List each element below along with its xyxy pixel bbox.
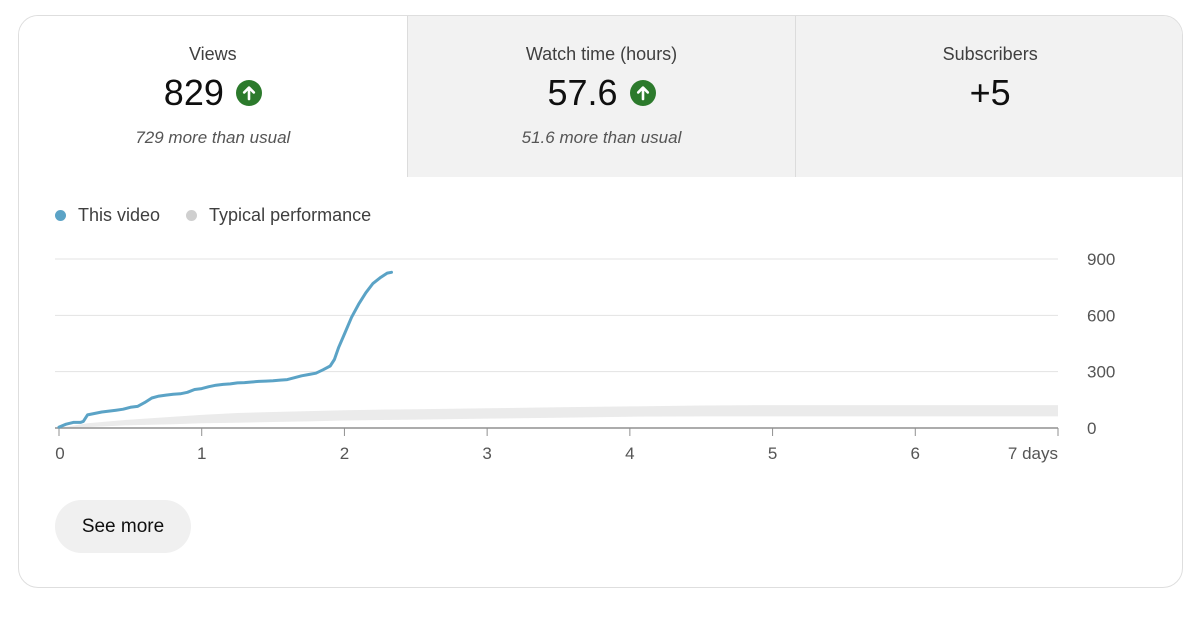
this-video-point [115,409,117,412]
this-video-point [86,414,89,416]
x-tick-label: 3 [482,444,491,463]
this-video-point [82,420,85,423]
this-video-point [100,411,103,413]
x-tick-label: 1 [197,444,206,463]
metric-value: +5 [969,72,1011,113]
this-video-point [322,368,324,371]
legend-item-this-video: This video [55,205,160,226]
this-video-point [364,291,367,294]
this-video-point [186,391,189,394]
this-video-point [386,272,389,274]
metric-tab-views[interactable]: Views 829 729 more than usual [19,16,407,177]
x-tick-label: 4 [625,444,634,463]
this-video-point [272,379,274,382]
this-video-point [193,388,196,391]
this-video-point [265,380,267,382]
metric-value: 57.6 [547,72,618,113]
metric-value-row: +5 [796,72,1182,114]
y-tick-label: 300 [1087,363,1115,382]
y-tick-label: 600 [1087,306,1115,325]
metric-tab-watch-time[interactable]: Watch time (hours) 57.6 51.6 more than u… [406,16,796,177]
this-video-point [179,392,182,395]
this-video-point [329,365,332,367]
this-video-point [136,405,139,408]
x-tick-label: 2 [340,444,349,463]
this-video-point [58,426,60,428]
this-video-point [315,372,317,375]
metrics-row: Views 829 729 more than usual Watch time… [19,16,1182,177]
this-video-point [165,394,167,396]
this-video-point [122,408,125,411]
legend-item-typical: Typical performance [186,205,371,226]
trend-up-icon [235,80,262,106]
x-tick-label: 5 [768,444,777,463]
views-line-chart: 900 600 300 0 0 1 2 3 4 5 6 7 days [55,250,1115,463]
this-video-point [243,381,246,384]
this-video-point [343,333,346,335]
metric-label: Watch time (hours) [525,44,678,64]
this-video-point [279,379,282,381]
this-video-point [357,303,360,305]
this-video-point [79,421,82,424]
see-more-button[interactable]: See more [55,500,191,553]
legend-dot-icon [55,210,66,221]
x-tick-label: 6 [911,444,920,463]
this-video-point [229,383,232,385]
this-video-point [390,271,393,274]
this-video-point [293,376,296,379]
this-video-point [65,423,67,426]
this-video-point [250,381,253,383]
legend-label: This video [78,205,161,225]
this-video-point [222,383,225,386]
analytics-card: Views 829 729 more than usual Watch time… [18,15,1183,588]
y-tick-label: 0 [1087,419,1096,438]
metric-tab-subscribers[interactable]: Subscribers +5 [795,16,1182,177]
this-video-point [379,276,381,279]
typical-performance-band [59,405,1058,428]
metric-comparison: 51.6 more than usual [521,128,682,147]
this-video-point [172,393,175,396]
this-video-point [207,385,210,388]
this-video-point [307,373,310,376]
this-video-point [143,401,146,404]
x-tick-label: 7 days [1008,444,1058,463]
metric-comparison: 729 more than usual [135,128,291,147]
this-video-point [150,397,153,399]
this-video-point [215,384,217,387]
this-video-point [158,395,160,397]
chart-legend: This video Typical performance [55,205,397,226]
this-video-point [129,406,132,409]
this-video-point [337,346,340,349]
this-video-point [108,410,110,412]
this-video-point [257,380,260,383]
this-video-point [200,387,203,390]
this-video-point [333,358,336,361]
trend-up-icon [629,80,656,106]
metric-value: 829 [163,72,224,113]
this-video-point [350,316,353,319]
metric-label: Views [188,44,237,64]
this-video-point [72,421,75,424]
this-video-point [236,382,239,384]
metric-value-row: 829 [19,72,407,114]
x-tick-label: 0 [55,444,64,463]
this-video-point [372,282,374,285]
this-video-line [57,270,393,429]
legend-label: Typical performance [209,205,372,225]
y-tick-label: 900 [1087,250,1115,269]
this-video-point [286,378,289,381]
this-video-point [300,374,303,377]
legend-dot-icon [186,210,198,221]
metric-value-row: 57.6 [408,72,796,114]
metric-label: Subscribers [942,44,1038,64]
